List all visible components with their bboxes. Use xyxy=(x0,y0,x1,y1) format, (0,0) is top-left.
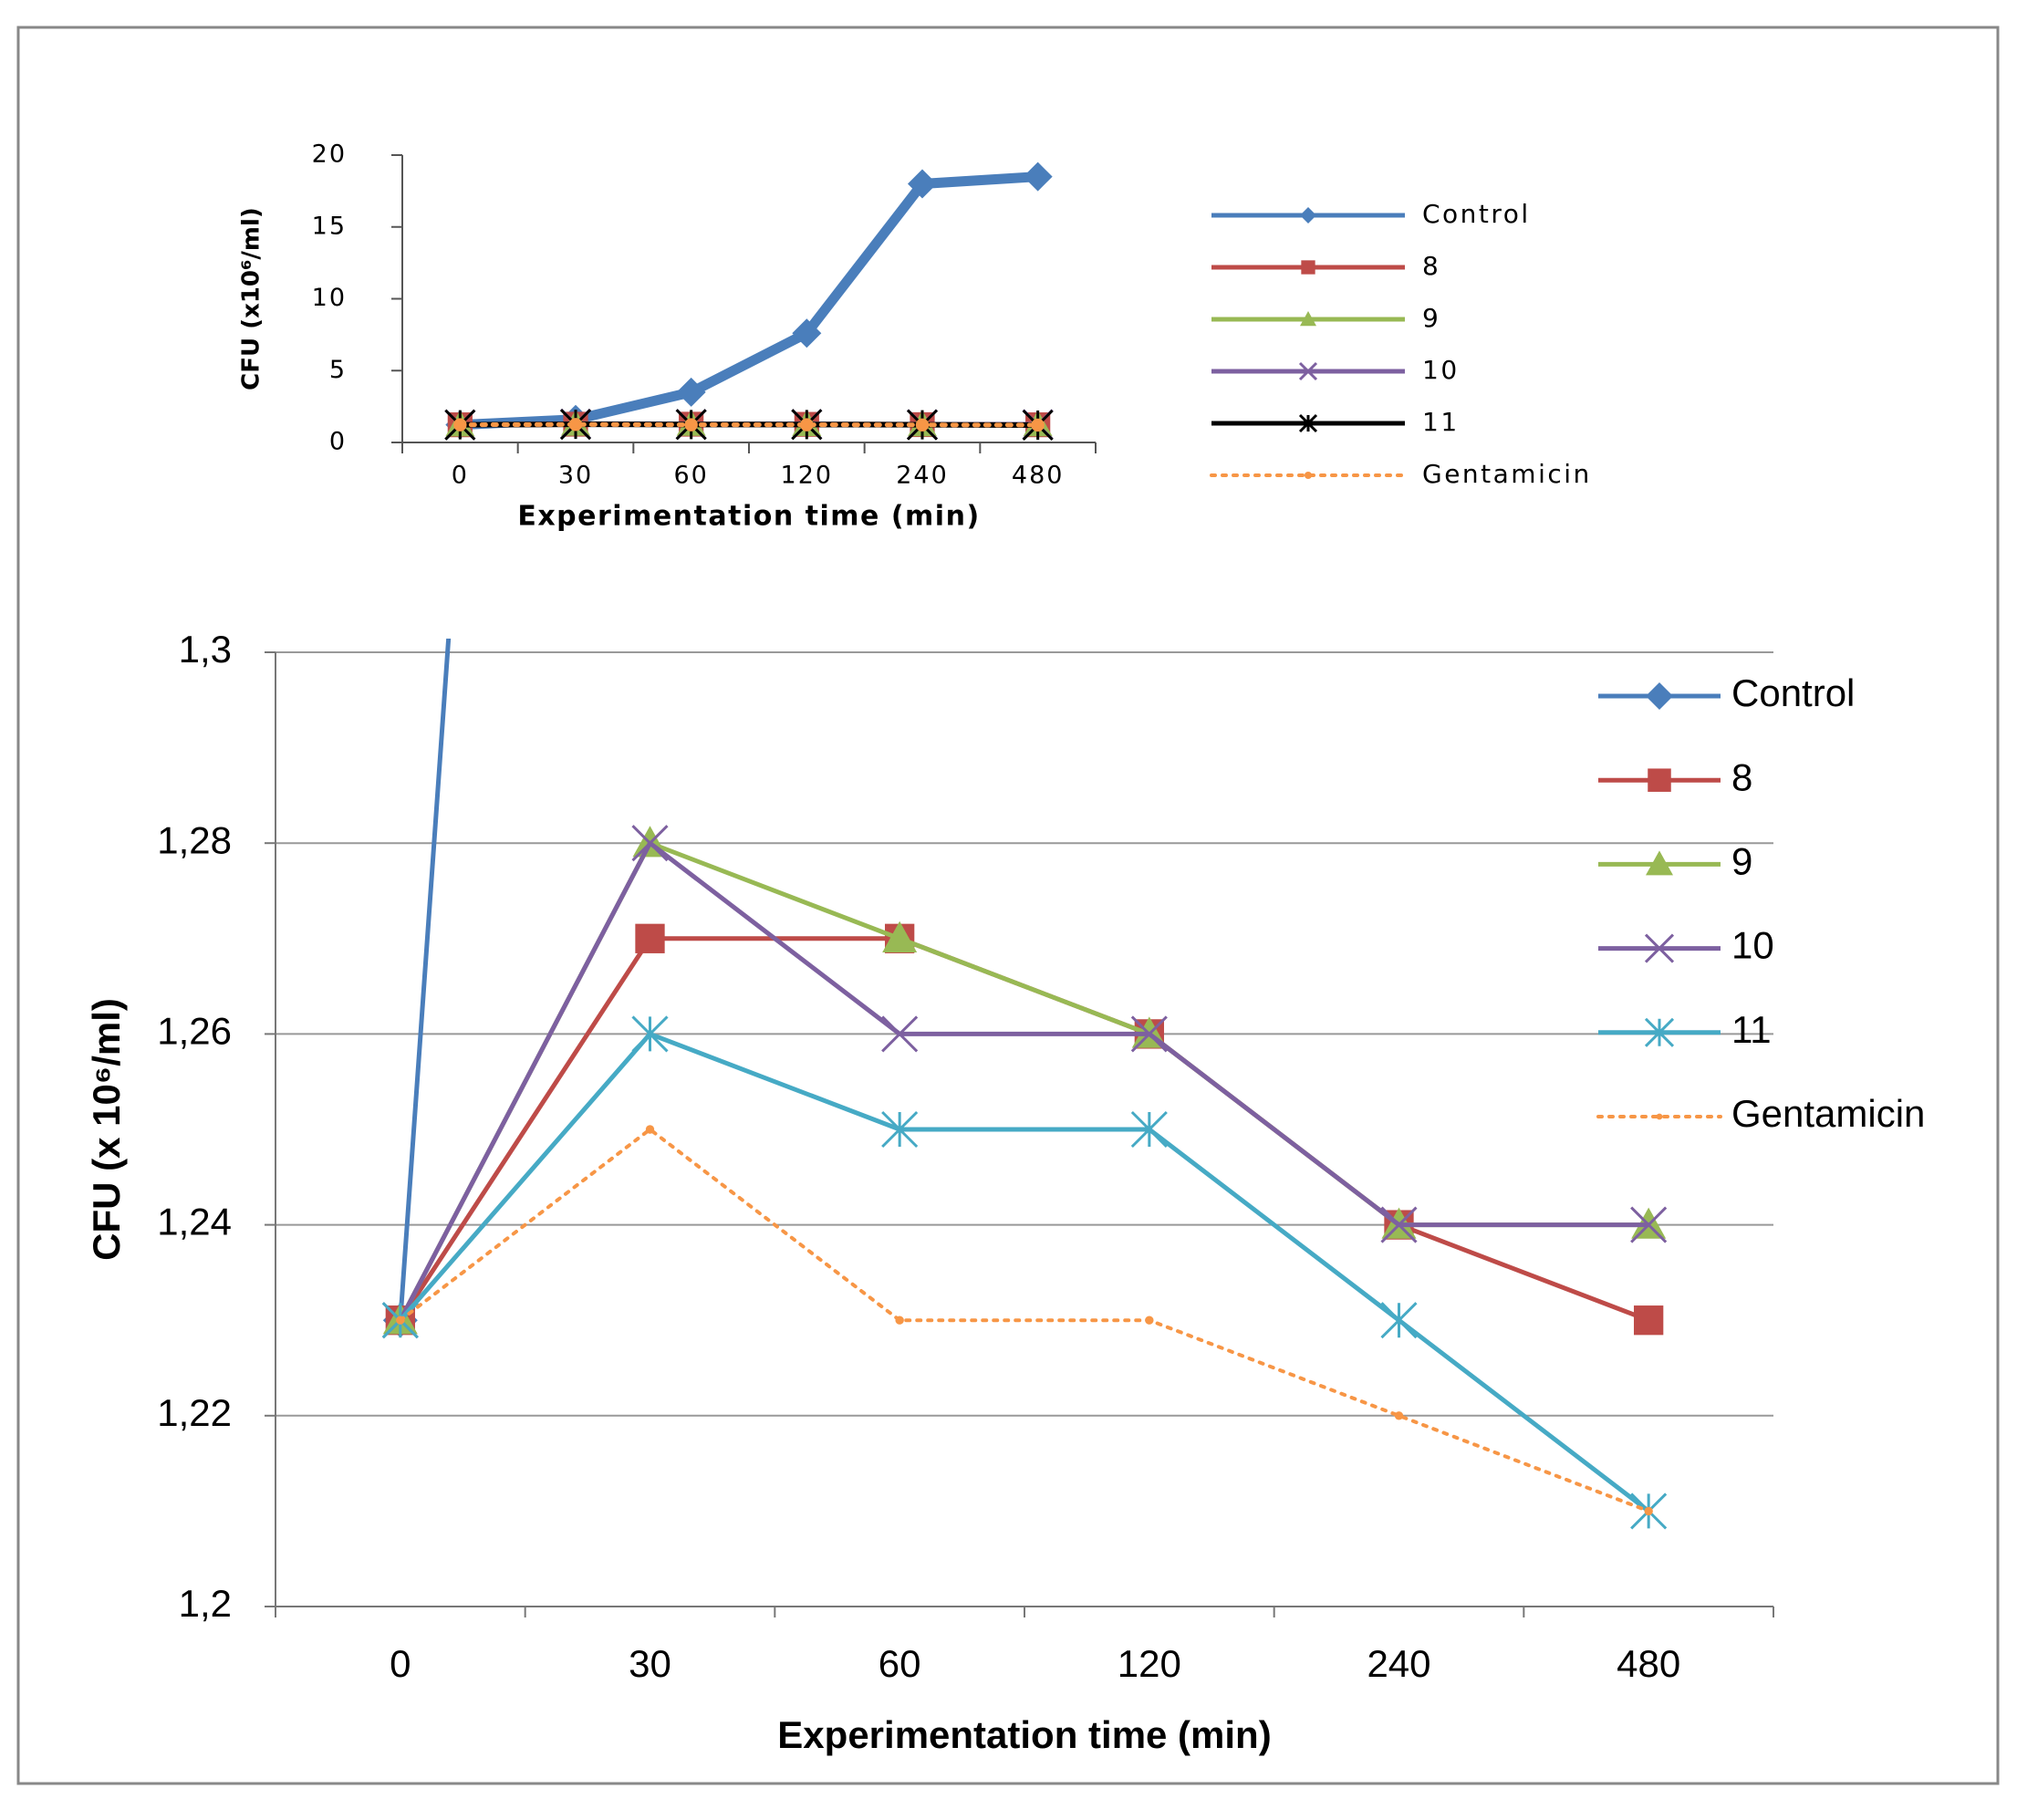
y-tick-label: 1,26 xyxy=(157,1009,232,1052)
legend-label: 8 xyxy=(1731,755,1752,798)
marker xyxy=(1145,1316,1154,1325)
y-tick-label: 15 xyxy=(312,212,347,240)
x-axis-title: Experimentation time (min) xyxy=(777,1713,1271,1756)
marker xyxy=(453,418,467,432)
marker xyxy=(568,418,583,432)
marker xyxy=(1130,1015,1168,1053)
x-tick-label: 30 xyxy=(558,462,593,490)
marker xyxy=(1646,682,1673,710)
marker xyxy=(1644,1017,1675,1047)
legend-label: 11 xyxy=(1422,407,1460,437)
y-tick-label: 10 xyxy=(312,284,347,312)
legend-label: 10 xyxy=(1731,924,1774,967)
marker xyxy=(1031,418,1045,432)
y-axis-title: CFU (x10⁶/ml) xyxy=(238,207,265,390)
x-tick-label: 0 xyxy=(452,462,469,490)
overview-chart: 0 5 10 15 20 0 30 60 120 240 480 Experimentation ti… xyxy=(238,140,1592,533)
marker xyxy=(1644,933,1675,963)
marker xyxy=(1304,471,1313,480)
detail-chart: 1,2 1,22 1,24 1,26 1,28 1,3 0 30 60 120 240 480 Expe… xyxy=(85,628,1925,1756)
marker xyxy=(645,1125,655,1134)
frame xyxy=(16,26,2000,1785)
y-tick-label: 5 xyxy=(329,356,347,384)
marker xyxy=(1630,1206,1668,1243)
marker xyxy=(1301,260,1315,275)
marker xyxy=(1023,161,1053,192)
x-tick-label: 240 xyxy=(896,462,949,490)
x-tick-label: 480 xyxy=(1012,462,1065,490)
y-tick-label: 1,24 xyxy=(157,1201,232,1243)
marker xyxy=(1656,1113,1663,1120)
x-tick-label: 30 xyxy=(629,1642,671,1685)
x-tick-label: 120 xyxy=(781,462,834,490)
legend-label: Control xyxy=(1731,671,1855,714)
x-tick-label: 240 xyxy=(1367,1642,1430,1685)
x-tick-label: 480 xyxy=(1617,1642,1680,1685)
marker xyxy=(1634,1305,1664,1336)
series-line xyxy=(460,172,1039,431)
marker xyxy=(1644,1506,1653,1516)
legend-label: 9 xyxy=(1731,839,1752,882)
marker xyxy=(396,1316,405,1325)
y-tick-label: 1,22 xyxy=(157,1391,232,1434)
marker xyxy=(1380,1302,1418,1339)
series-line xyxy=(398,1031,1650,1513)
marker xyxy=(1298,413,1318,433)
marker xyxy=(1380,1206,1418,1243)
y-tick-label: 20 xyxy=(312,140,347,169)
marker xyxy=(800,418,814,432)
marker xyxy=(792,318,822,348)
marker xyxy=(1300,207,1316,224)
series-line xyxy=(398,840,1649,1322)
y-tick-label: 1,28 xyxy=(157,818,232,861)
marker xyxy=(631,825,669,862)
y-tick-label: 1,2 xyxy=(179,1582,232,1625)
marker xyxy=(635,923,665,953)
marker xyxy=(676,377,706,407)
x-axis-title: Experimentation time (min) xyxy=(517,501,980,533)
x-tick-label: 0 xyxy=(390,1642,411,1685)
plot-area xyxy=(444,161,1054,442)
marker xyxy=(1394,1411,1404,1420)
marker xyxy=(915,418,930,432)
plot-area xyxy=(381,639,1668,1530)
marker xyxy=(895,1316,904,1325)
y-axis-title: CFU (x 10⁶/ml) xyxy=(85,998,128,1261)
marker xyxy=(631,1015,669,1053)
legend-label: Gentamicin xyxy=(1731,1092,1925,1135)
marker xyxy=(684,418,698,432)
y-tick-label: 1,3 xyxy=(179,628,232,671)
legend-label: Gentamicin xyxy=(1422,459,1592,489)
marker xyxy=(881,1015,919,1053)
marker xyxy=(1300,311,1316,327)
legend-label: Control xyxy=(1422,199,1531,229)
marker xyxy=(1298,361,1318,381)
marker xyxy=(908,169,937,199)
marker xyxy=(1646,850,1673,876)
legend-label: 8 xyxy=(1422,251,1440,281)
series-line xyxy=(398,1128,1651,1513)
series-line xyxy=(457,421,1041,428)
x-tick-label: 60 xyxy=(879,1642,921,1685)
marker xyxy=(882,920,918,952)
x-tick-label: 60 xyxy=(673,462,708,490)
x-tick-label: 120 xyxy=(1118,1642,1181,1685)
legend-label: 9 xyxy=(1422,303,1440,333)
y-tick-label: 0 xyxy=(329,428,347,456)
marker xyxy=(1130,1110,1168,1149)
marker xyxy=(1648,768,1671,792)
marker xyxy=(881,1110,919,1149)
legend-label: 11 xyxy=(1731,1008,1772,1051)
legend-label: 10 xyxy=(1422,355,1460,385)
